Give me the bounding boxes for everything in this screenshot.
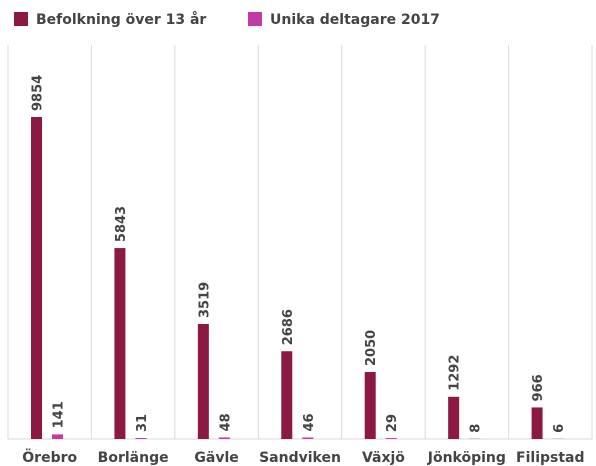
- x-tick-label: Jönköping: [427, 450, 506, 466]
- x-tick-label: Sandviken: [259, 450, 341, 466]
- data-label: 966: [531, 374, 546, 401]
- bar: [364, 372, 376, 439]
- data-label: 141: [52, 401, 67, 428]
- data-label: 5843: [114, 206, 129, 242]
- data-label: 1292: [448, 355, 463, 391]
- data-label: 9854: [31, 75, 46, 111]
- bar: [135, 437, 147, 439]
- data-label: 2050: [364, 330, 379, 366]
- bar: [197, 324, 209, 439]
- bar: [302, 437, 314, 439]
- data-label: 3519: [197, 282, 212, 318]
- legend-label: Befolkning över 13 år: [36, 11, 206, 28]
- x-tick-label: Örebro: [22, 448, 77, 466]
- x-tick-label: Filipstad: [516, 450, 584, 466]
- data-label: 8: [469, 424, 484, 433]
- data-label: 46: [302, 413, 317, 431]
- data-label: 6: [552, 424, 567, 433]
- legend-swatch: [248, 12, 262, 26]
- data-label: 2686: [281, 309, 296, 345]
- bar: [218, 437, 230, 439]
- bar: [281, 351, 293, 439]
- x-tick-label: Växjö: [362, 450, 405, 466]
- bar: [385, 438, 397, 439]
- bar: [114, 248, 126, 439]
- legend-label: Unika deltagare 2017: [270, 12, 440, 28]
- x-tick-label: Borlänge: [98, 450, 169, 466]
- x-tick-label: Gävle: [194, 450, 238, 466]
- data-label: 48: [218, 413, 233, 431]
- bar: [52, 434, 63, 439]
- bar: [448, 396, 460, 439]
- data-label: 31: [135, 414, 150, 432]
- data-label: 29: [385, 414, 400, 432]
- legend-swatch: [14, 12, 28, 26]
- bar: [31, 117, 42, 439]
- bar: [531, 407, 543, 439]
